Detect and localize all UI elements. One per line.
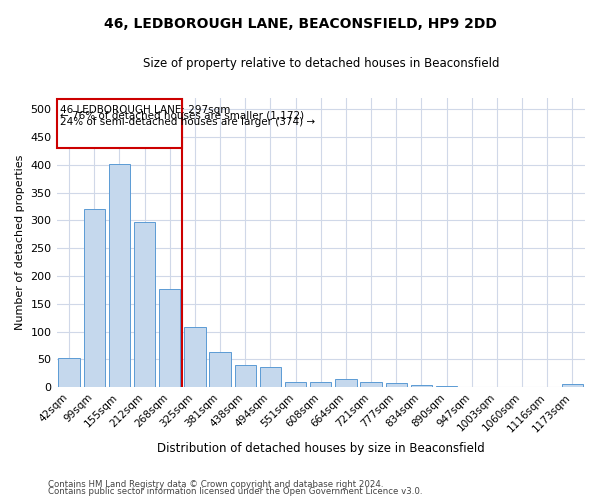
Text: Contains HM Land Registry data © Crown copyright and database right 2024.: Contains HM Land Registry data © Crown c…: [48, 480, 383, 489]
Bar: [386, 384, 407, 388]
FancyBboxPatch shape: [56, 99, 182, 148]
Bar: [436, 386, 457, 388]
Bar: [58, 358, 80, 388]
Bar: [159, 290, 181, 388]
Bar: [109, 164, 130, 388]
Bar: [184, 327, 206, 388]
Text: 46 LEDBOROUGH LANE: 297sqm: 46 LEDBOROUGH LANE: 297sqm: [61, 104, 230, 115]
Bar: [83, 210, 105, 388]
Bar: [461, 386, 482, 388]
Bar: [235, 365, 256, 388]
Bar: [260, 367, 281, 388]
Bar: [335, 379, 356, 388]
Bar: [285, 382, 307, 388]
Bar: [134, 222, 155, 388]
Title: Size of property relative to detached houses in Beaconsfield: Size of property relative to detached ho…: [143, 58, 499, 70]
Text: ← 76% of detached houses are smaller (1,172): ← 76% of detached houses are smaller (1,…: [61, 111, 304, 121]
Text: Contains public sector information licensed under the Open Government Licence v3: Contains public sector information licen…: [48, 487, 422, 496]
X-axis label: Distribution of detached houses by size in Beaconsfield: Distribution of detached houses by size …: [157, 442, 485, 455]
Bar: [562, 384, 583, 388]
Bar: [361, 382, 382, 388]
Bar: [310, 382, 331, 388]
Text: 46, LEDBOROUGH LANE, BEACONSFIELD, HP9 2DD: 46, LEDBOROUGH LANE, BEACONSFIELD, HP9 2…: [104, 18, 496, 32]
Text: 24% of semi-detached houses are larger (374) →: 24% of semi-detached houses are larger (…: [61, 117, 316, 127]
Bar: [209, 352, 231, 388]
Y-axis label: Number of detached properties: Number of detached properties: [15, 155, 25, 330]
Bar: [411, 385, 432, 388]
Bar: [511, 386, 533, 388]
